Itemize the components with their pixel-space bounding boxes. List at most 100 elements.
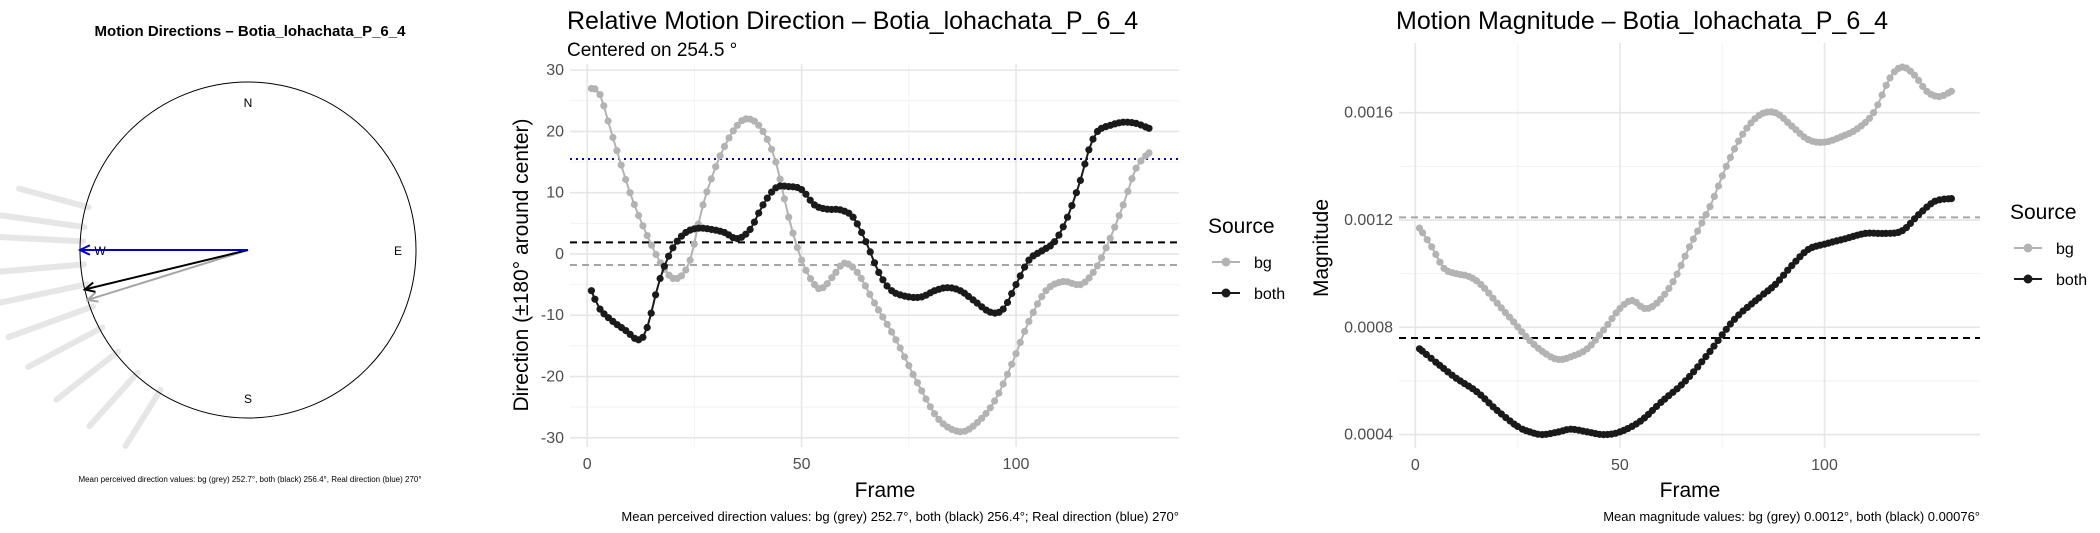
direction-bg-point (991, 397, 999, 405)
direction-grid (570, 64, 1179, 447)
direction-both-point (1085, 146, 1093, 154)
magnitude-bg-point (1501, 309, 1509, 317)
magnitude-series-both (1415, 195, 1955, 439)
direction-bg-point (930, 410, 939, 418)
direction-panel: Relative Motion Direction – Botia_lohach… (510, 7, 1285, 524)
direction-bg-point (1025, 317, 1033, 325)
direction-legend-bg-label: bg (1254, 255, 1272, 272)
magnitude-bg-point (1419, 229, 1427, 237)
direction-bg-point (755, 121, 763, 129)
direction-both-point (750, 218, 759, 226)
magnitude-bg-point (1947, 87, 1955, 95)
ghost-rays (0, 185, 164, 449)
magnitude-both-point (1726, 320, 1734, 328)
magnitude-both-point (1710, 342, 1718, 350)
magnitude-bg-point (1587, 341, 1595, 349)
magnitude-bg-point (1870, 109, 1878, 117)
ghost-ray-4 (0, 281, 90, 306)
direction-bg-point (626, 189, 634, 197)
compass-arrow-real (77, 244, 248, 256)
direction-both-point (652, 291, 660, 299)
direction-bg-point (639, 222, 647, 230)
magnitude-bg-point (1681, 252, 1689, 260)
magnitude-both-point (1947, 195, 1955, 203)
magnitude-y-axis-title: Magnitude (1310, 199, 1333, 297)
direction-bg-point (874, 306, 883, 314)
direction-both-point (742, 230, 750, 238)
direction-bg-point (909, 370, 917, 378)
direction-y-axis-title: Direction (±180° around center) (510, 118, 533, 411)
direction-bg-point (1021, 327, 1029, 335)
direction-both-point (660, 262, 669, 270)
direction-both-point (1051, 238, 1059, 246)
compass-arrow-bg-head (85, 291, 99, 303)
direction-both-line (590, 121, 1150, 341)
direction-reference-lines (570, 157, 1179, 266)
magnitude-bg-point (1608, 315, 1616, 323)
direction-bg-point (806, 275, 815, 283)
magnitude-bg-point (1493, 299, 1501, 307)
direction-bg-point (1038, 293, 1046, 301)
magnitude-both-point (1694, 363, 1702, 371)
direction-bg-point (789, 229, 797, 237)
direction-bg-point (995, 389, 1003, 397)
direction-bg-point (652, 250, 660, 259)
direction-bg-point (883, 320, 891, 328)
direction-bg-point (763, 135, 771, 143)
direction-both-point (1145, 124, 1153, 132)
direction-subtitle: Centered on 254.5 ° (567, 40, 737, 61)
direction-both-point (1021, 263, 1029, 271)
compass-arrow-both-shaft (84, 249, 249, 291)
magnitude-bg-point (1694, 227, 1702, 235)
direction-bg-point (609, 133, 617, 142)
direction-bg-point (1137, 157, 1145, 165)
direction-both-point (1003, 298, 1012, 307)
direction-bg-point (926, 403, 934, 411)
direction-both-point (806, 196, 814, 204)
magnitude-both-point (1706, 347, 1714, 355)
magnitude-bg-point (1428, 243, 1436, 251)
direction-y-tick-label: 0 (555, 246, 564, 263)
direction-both-point (802, 190, 810, 198)
magnitude-bg-point (1714, 182, 1722, 190)
magnitude-bg-point (1423, 236, 1431, 244)
magnitude-bg-point (1505, 313, 1514, 321)
direction-bg-point (1115, 212, 1123, 220)
magnitude-legend-both-marker (2023, 274, 2033, 284)
direction-bg-point (785, 213, 793, 221)
direction-bg-point (866, 290, 874, 298)
ghost-ray-3 (0, 261, 87, 275)
magnitude-bg-point (1735, 137, 1743, 145)
direction-bg-point (776, 175, 784, 183)
direction-x-tick-label: 100 (1003, 456, 1030, 473)
magnitude-both-point (1775, 276, 1784, 284)
direction-bg-point (1089, 268, 1097, 276)
direction-both-point (858, 228, 866, 237)
magnitude-bg-point (1600, 326, 1608, 334)
direction-bg-point (1012, 350, 1020, 358)
direction-bg-point (999, 380, 1007, 388)
direction-bg-point (849, 263, 857, 271)
magnitude-x-tick-label: 0 (1411, 457, 1420, 474)
magnitude-bg-point (1689, 235, 1697, 243)
magnitude-bg-point (1706, 203, 1714, 211)
direction-both-point (755, 209, 763, 217)
direction-bg-point (1093, 262, 1101, 270)
direction-bg-point (613, 147, 621, 155)
direction-both-point (1072, 189, 1080, 197)
direction-bg-point (857, 274, 865, 282)
magnitude-both-point (1685, 372, 1694, 381)
direction-bg-point (759, 127, 767, 135)
magnitude-legend-both-label: both (2056, 272, 2087, 289)
direction-both-point (1068, 202, 1076, 210)
magnitude-panel: Motion Magnitude – Botia_lohachata_P_6_4… (1310, 7, 2087, 524)
direction-bg-point (918, 387, 926, 395)
magnitude-bg-point (1657, 295, 1665, 303)
magnitude-bg-point (1726, 153, 1734, 162)
direction-bg-point (982, 409, 990, 418)
direction-bg-point (870, 299, 879, 307)
magnitude-both-point (1718, 331, 1726, 339)
direction-bg-point (1124, 187, 1132, 195)
ghost-ray-6 (25, 324, 106, 370)
direction-both-point (853, 220, 861, 228)
